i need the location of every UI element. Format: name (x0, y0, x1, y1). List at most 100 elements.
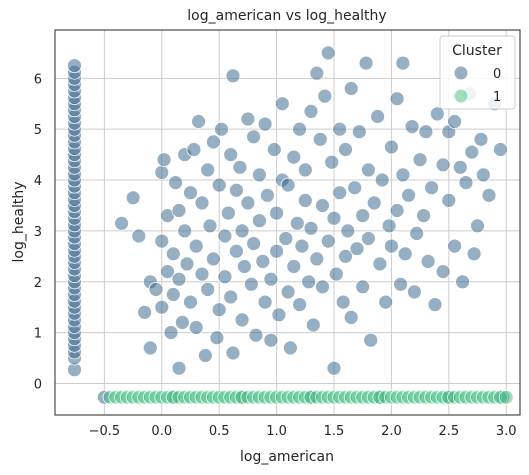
data-point-cluster-0 (297, 162, 313, 178)
data-point-cluster-0 (320, 45, 336, 61)
x-tick-label: 3.0 (496, 424, 517, 439)
data-point-cluster-0 (67, 58, 82, 73)
data-point-cluster-0 (332, 121, 348, 137)
data-point-cluster-0 (171, 360, 187, 376)
data-point-cluster-0 (404, 119, 420, 134)
data-point-cluster-0 (217, 228, 233, 244)
data-point-cluster-0 (355, 208, 371, 224)
data-point-cluster-0 (232, 159, 248, 175)
data-point-cluster-0 (188, 238, 204, 254)
data-point-cluster-0 (317, 88, 333, 104)
data-point-cluster-0 (401, 187, 417, 203)
data-point-cluster-0 (466, 246, 482, 262)
data-point-cluster-0 (234, 312, 250, 328)
data-point-cluster-0 (326, 360, 342, 376)
x-tick-label: 0.5 (209, 424, 230, 439)
data-point-cluster-0 (481, 187, 497, 203)
data-point-cluster-0 (305, 317, 321, 333)
data-point-cluster-0 (243, 276, 259, 292)
data-point-cluster-0 (225, 345, 241, 361)
data-point-cluster-0 (257, 294, 273, 310)
data-point-cluster-0 (205, 251, 221, 267)
plot-frame (54, 29, 521, 416)
data-point-cluster-0 (225, 68, 241, 84)
data-point-cluster-0 (473, 131, 489, 147)
y-tick-label: 3 (34, 225, 42, 240)
data-point-cluster-0 (416, 208, 432, 224)
data-point-cluster-0 (234, 223, 250, 239)
data-point-cluster-0 (183, 185, 198, 201)
legend-title: Cluster (452, 43, 502, 59)
y-tick-label: 4 (34, 174, 42, 189)
data-point-cluster-0 (217, 269, 233, 285)
data-point-cluster-0 (289, 215, 305, 231)
data-point-cluster-0 (205, 134, 221, 150)
data-point-cluster-0 (156, 152, 172, 168)
data-point-cluster-0 (259, 187, 275, 203)
data-point-cluster-0 (395, 167, 411, 183)
data-point-cluster-0 (360, 231, 376, 246)
data-point-cluster-0 (435, 157, 451, 173)
data-point-cluster-0 (171, 271, 187, 287)
data-point-cluster-0 (160, 264, 175, 280)
data-point-cluster-0 (381, 218, 397, 234)
data-point-cluster-1 (498, 389, 514, 405)
x-ticks: −0.5 0.0 0.5 1.0 1.5 2.0 2.5 3.0 (89, 424, 517, 439)
data-point-cluster-0 (200, 281, 216, 297)
data-point-cluster-0 (366, 195, 382, 211)
data-point-cluster-0 (125, 190, 141, 206)
data-point-cluster-0 (355, 279, 371, 295)
data-point-cluster-0 (360, 162, 376, 178)
y-tick-label: 6 (34, 72, 42, 87)
data-point-cluster-0 (349, 241, 365, 257)
data-point-cluster-0 (271, 307, 287, 323)
data-point-cluster-0 (351, 124, 367, 140)
data-point-cluster-0 (409, 225, 425, 241)
data-point-cluster-0 (338, 142, 353, 157)
data-point-cluster-0 (194, 266, 210, 282)
data-point-cluster-0 (263, 332, 279, 348)
data-point-cluster-0 (177, 223, 193, 239)
data-point-cluster-0 (303, 220, 319, 236)
data-point-cluster-0 (464, 144, 480, 160)
data-point-cluster-0 (441, 192, 457, 208)
data-point-cluster-0 (269, 243, 285, 259)
data-point-cluster-0 (211, 177, 227, 193)
data-point-cluster-0 (309, 251, 325, 267)
data-point-cluster-0 (340, 223, 356, 239)
y-tick-label: 5 (34, 123, 42, 138)
data-point-cluster-0 (435, 264, 451, 280)
data-point-cluster-0 (301, 274, 317, 290)
data-point-cluster-0 (174, 314, 190, 330)
data-point-cluster-0 (383, 139, 399, 155)
data-point-cluster-0 (324, 154, 340, 170)
data-point-cluster-0 (326, 210, 342, 226)
data-point-cluster-0 (266, 142, 282, 157)
data-point-cluster-0 (286, 149, 302, 165)
data-point-cluster-0 (292, 297, 308, 313)
data-point-cluster-0 (257, 116, 273, 132)
data-point-cluster-0 (429, 106, 445, 122)
data-point-cluster-0 (214, 121, 229, 137)
data-point-cluster-0 (197, 348, 213, 363)
chart-title: log_american vs log_healthy (187, 8, 386, 24)
x-tick-label: 0.0 (151, 424, 172, 439)
data-point-cluster-0 (278, 231, 294, 246)
data-point-cluster-0 (378, 294, 394, 310)
x-tick-label: 2.0 (381, 424, 402, 439)
data-point-cluster-0 (228, 243, 244, 259)
data-point-cluster-0 (194, 195, 210, 211)
data-point-cluster-0 (420, 253, 436, 269)
data-point-cluster-0 (328, 266, 344, 282)
data-point-cluster-0 (332, 185, 348, 201)
data-point-cluster-0 (347, 180, 363, 196)
data-point-cluster-0 (363, 332, 379, 348)
legend-marker-0 (453, 65, 469, 81)
legend-label-0: 0 (493, 67, 501, 82)
data-point-cluster-0 (358, 55, 374, 71)
data-point-cluster-0 (280, 284, 296, 300)
data-point-cluster-0 (179, 256, 195, 272)
data-point-cluster-0 (186, 142, 202, 157)
data-point-cluster-0 (282, 340, 298, 356)
